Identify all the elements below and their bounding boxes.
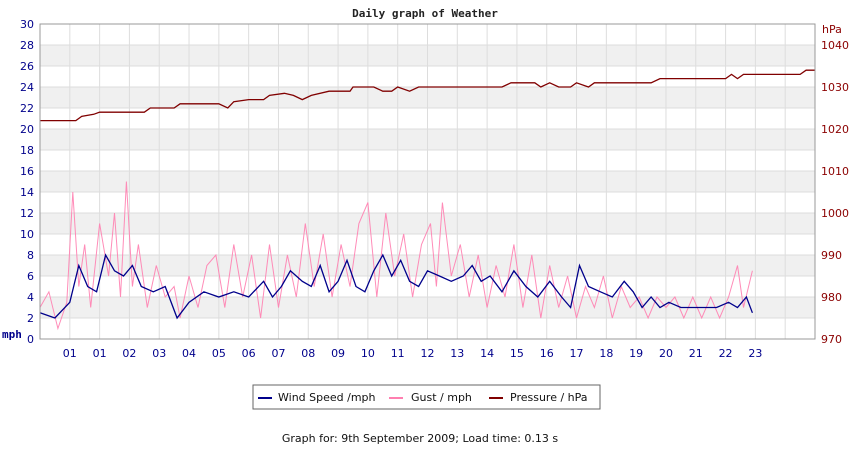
- x-tick-label: 15: [510, 347, 524, 360]
- y-left-tick-label: 14: [20, 186, 34, 199]
- y-left-tick-label: 10: [20, 228, 34, 241]
- x-tick-label: 22: [719, 347, 733, 360]
- series-layer: [39, 69, 815, 331]
- x-tick-label: 05: [212, 347, 226, 360]
- series-line-gust: [39, 181, 753, 331]
- x-tick-label: 11: [391, 347, 405, 360]
- y-right-tick-label: 990: [821, 249, 842, 262]
- x-tick-label: 10: [361, 347, 375, 360]
- y-left-tick-label: 16: [20, 165, 34, 178]
- y-right-tick-label: 1040: [821, 39, 849, 52]
- x-tick-label: 06: [242, 347, 256, 360]
- y-left-tick-label: 8: [27, 249, 34, 262]
- y-left-unit-label: mph: [2, 328, 22, 341]
- x-tick-label: 14: [480, 347, 494, 360]
- legend: Wind Speed /mph Gust / mph Pressure / hP…: [252, 384, 601, 410]
- y-right-tick-label: 980: [821, 291, 842, 304]
- y-left-tick-label: 24: [20, 81, 34, 94]
- x-tick-label: 16: [540, 347, 554, 360]
- x-tick-label: 03: [152, 347, 166, 360]
- y-left-tick-label: 20: [20, 123, 34, 136]
- y-right-unit-label: hPa: [822, 23, 842, 36]
- series-line-wind-speed: [39, 253, 754, 320]
- plot-border: [39, 23, 816, 340]
- x-tick-label: 07: [271, 347, 285, 360]
- y-left-tick-label: 0: [27, 333, 34, 346]
- legend-label-wind: Wind Speed /mph: [278, 391, 376, 404]
- chart-footer: Graph for: 9th September 2009; Load time…: [282, 432, 559, 445]
- x-tick-label: 12: [421, 347, 435, 360]
- y-right-tick-label: 1030: [821, 81, 849, 94]
- x-tick-label: 20: [659, 347, 673, 360]
- y-right-tick-label: 1000: [821, 207, 849, 220]
- y-right-tick-label: 970: [821, 333, 842, 346]
- y-left-tick-label: 18: [20, 144, 34, 157]
- y-right-tick-label: 1010: [821, 165, 849, 178]
- x-tick-label: 19: [629, 347, 643, 360]
- legend-label-pressure: Pressure / hPa: [510, 391, 588, 404]
- x-tick-label: 17: [570, 347, 584, 360]
- y-left-tick-label: 4: [27, 291, 34, 304]
- x-tick-label: 09: [331, 347, 345, 360]
- x-tick-label: 02: [122, 347, 136, 360]
- x-tick-label: 08: [301, 347, 315, 360]
- series-line-pressure: [40, 69, 815, 122]
- y-right-tick-label: 1020: [821, 123, 849, 136]
- y-left-tick-label: 6: [27, 270, 34, 283]
- x-tick-label: 23: [748, 347, 762, 360]
- y-left-tick-label: 22: [20, 102, 34, 115]
- y-left-tick-label: 12: [20, 207, 34, 220]
- axes: 0246810121416182022242628309709809901000…: [20, 18, 849, 360]
- x-tick-label: 21: [689, 347, 703, 360]
- legend-box: [252, 384, 601, 410]
- chart-title: Daily graph of Weather: [352, 7, 498, 20]
- legend-label-gust: Gust / mph: [411, 391, 472, 404]
- grid: [39, 23, 816, 340]
- x-tick-label: 18: [599, 347, 613, 360]
- x-tick-label: 04: [182, 347, 196, 360]
- y-left-tick-label: 26: [20, 60, 34, 73]
- y-left-tick-label: 30: [20, 18, 34, 31]
- x-tick-label: 01: [63, 347, 77, 360]
- y-left-tick-label: 2: [27, 312, 34, 325]
- y-left-tick-label: 28: [20, 39, 34, 52]
- x-tick-label: 13: [450, 347, 464, 360]
- x-tick-label: 01: [93, 347, 107, 360]
